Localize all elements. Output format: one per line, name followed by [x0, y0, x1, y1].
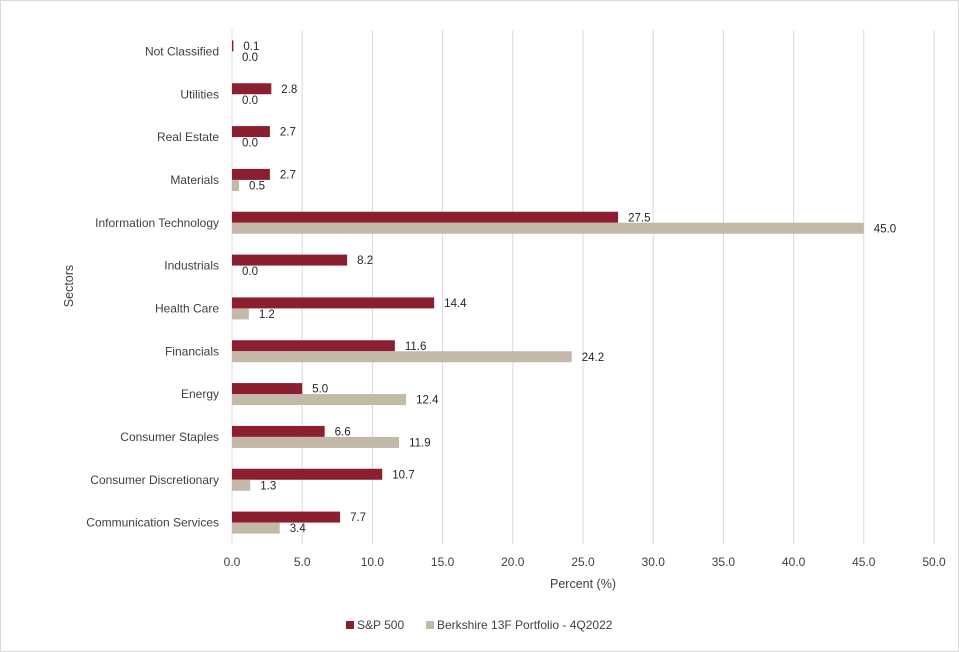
legend-label-berkshire: Berkshire 13F Portfolio - 4Q2022: [437, 618, 613, 632]
data-label: 0.0: [242, 266, 258, 278]
bar-berkshire: [232, 436, 400, 448]
legend: S&P 500 Berkshire 13F Portfolio - 4Q2022: [346, 618, 613, 632]
category-label: Financials: [165, 344, 219, 358]
data-label: 2.7: [280, 169, 296, 181]
category-label: Health Care: [155, 301, 219, 315]
data-label: 0.1: [243, 41, 259, 53]
legend-label-sp500: S&P 500: [357, 618, 404, 632]
x-tick-label: 10.0: [361, 555, 385, 569]
x-tick-label: 5.0: [294, 555, 311, 569]
x-axis-title: Percent (%): [550, 577, 616, 591]
x-tick-label: 35.0: [712, 555, 736, 569]
bar-sp500: [232, 254, 348, 266]
data-label: 8.2: [357, 255, 373, 267]
category-label: Energy: [181, 387, 219, 401]
bar-sp500: [232, 126, 270, 138]
data-label: 2.7: [280, 127, 296, 139]
category-labels: Communication Services Consumer Discretio…: [86, 44, 219, 529]
data-label: 6.6: [335, 426, 351, 438]
data-label: 0.0: [242, 52, 258, 64]
category-label: Industrials: [164, 259, 219, 273]
x-tick-labels: 0.0 5.0 10.0 15.0 20.0 25.0 30.0 35.0 40.0 45.0 50…: [224, 555, 946, 569]
bar-sp500: [232, 468, 383, 480]
bars: [232, 40, 864, 534]
bar-berkshire: [232, 522, 280, 534]
bar-berkshire: [232, 222, 864, 234]
data-label: 0.5: [249, 180, 265, 192]
bar-berkshire: [232, 351, 572, 363]
data-label: 5.0: [312, 384, 328, 396]
x-tick-label: 50.0: [922, 555, 946, 569]
category-label: Not Classified: [145, 44, 219, 58]
data-label: 1.2: [259, 309, 275, 321]
bar-berkshire: [232, 479, 251, 491]
category-label: Real Estate: [157, 130, 219, 144]
legend-swatch-sp500: [346, 621, 354, 629]
gridlines: [231, 30, 935, 544]
bar-berkshire: [232, 179, 240, 191]
legend-swatch-berkshire: [426, 621, 434, 629]
data-label: 24.2: [582, 352, 604, 364]
data-label: 0.0: [242, 95, 258, 107]
data-label: 12.4: [416, 395, 439, 407]
data-label: 2.8: [281, 84, 297, 96]
category-label: Information Technology: [95, 216, 219, 230]
bar-sp500: [232, 40, 234, 52]
data-label: 7.7: [350, 512, 366, 524]
bar-sp500: [232, 383, 303, 395]
category-label: Consumer Discretionary: [90, 473, 219, 487]
category-label: Materials: [170, 173, 219, 187]
y-axis-title: Sectors: [62, 265, 76, 307]
bar-sp500: [232, 340, 395, 352]
x-tick-label: 40.0: [782, 555, 806, 569]
bar-sp500: [232, 83, 272, 95]
x-tick-label: 15.0: [431, 555, 455, 569]
x-tick-label: 30.0: [642, 555, 666, 569]
x-tick-label: 45.0: [852, 555, 876, 569]
bar-berkshire: [232, 308, 249, 320]
data-labels: 7.7 3.4 10.7 1.3 6.6 11.9 5.0 12.4 11.6 24.2 14.4 1…: [242, 41, 896, 535]
data-label: 3.4: [290, 523, 307, 535]
bar-sp500: [232, 168, 270, 180]
category-label: Communication Services: [86, 516, 219, 530]
x-tick-label: 20.0: [501, 555, 525, 569]
bar-berkshire: [232, 394, 407, 406]
data-label: 1.3: [260, 480, 276, 492]
data-label: 45.0: [874, 223, 896, 235]
data-label: 14.4: [444, 298, 467, 310]
category-label: Consumer Staples: [120, 430, 219, 444]
x-tick-label: 25.0: [571, 555, 595, 569]
x-tick-label: 0.0: [224, 555, 241, 569]
bar-sp500: [232, 211, 619, 223]
data-label: 11.6: [405, 341, 427, 353]
bar-sp500: [232, 425, 325, 437]
data-label: 27.5: [628, 212, 650, 224]
data-label: 10.7: [392, 469, 414, 481]
data-label: 11.9: [409, 437, 431, 449]
bar-sp500: [232, 511, 341, 523]
category-label: Utilities: [180, 87, 219, 101]
data-label: 0.0: [242, 138, 258, 150]
bar-sp500: [232, 297, 435, 309]
